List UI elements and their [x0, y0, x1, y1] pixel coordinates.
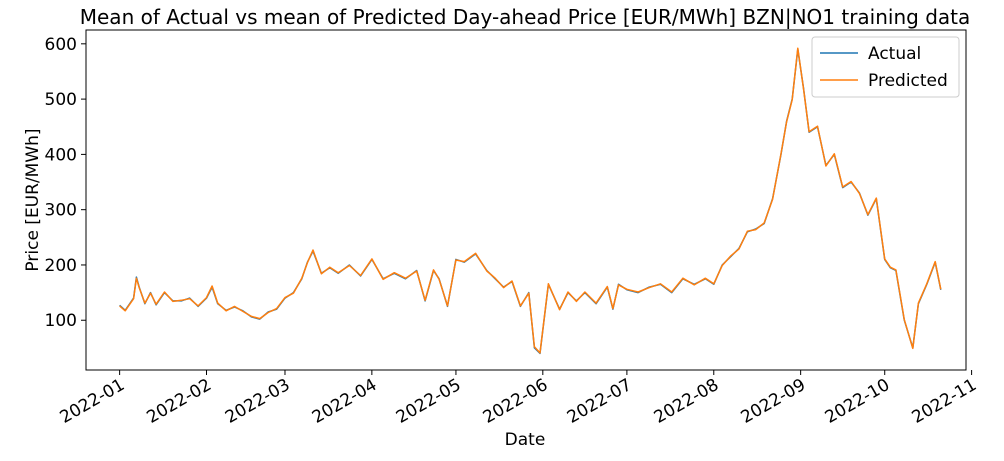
legend-box	[811, 36, 960, 98]
series-line-predicted	[119, 47, 942, 354]
x-tick-label: 2022-05	[393, 375, 465, 428]
plot-frame	[85, 29, 967, 371]
x-tick-label: 2022-10	[822, 375, 894, 428]
x-tick-label: 2022-08	[651, 375, 723, 428]
x-tick-label: 2022-11	[909, 375, 981, 428]
y-tick-label: 600	[45, 35, 77, 55]
y-tick-label: 500	[45, 90, 77, 110]
y-axis-label: Price [EUR/MWh]	[23, 128, 43, 271]
chart-title: Mean of Actual vs mean of Predicted Day-…	[80, 5, 971, 29]
x-tick-label: 2022-06	[480, 375, 552, 428]
x-tick-label: 2022-07	[564, 375, 636, 428]
y-tick-label: 200	[45, 256, 77, 276]
y-tick-label: 400	[45, 145, 77, 165]
legend-label: Actual	[868, 44, 921, 64]
series-layer	[119, 47, 942, 355]
x-tick-label: 2022-09	[738, 375, 810, 428]
x-axis-label: Date	[505, 430, 546, 450]
legend: Actual Predicted	[811, 36, 960, 98]
x-tick-label: 2022-01	[57, 375, 129, 428]
legend-label: Predicted	[868, 71, 948, 91]
x-tick-label: 2022-02	[143, 375, 215, 428]
x-tick-label: 2022-04	[309, 375, 381, 428]
x-tick-label: 2022-03	[222, 375, 294, 428]
y-tick-label: 300	[45, 201, 77, 221]
y-tick-label: 100	[45, 311, 77, 331]
